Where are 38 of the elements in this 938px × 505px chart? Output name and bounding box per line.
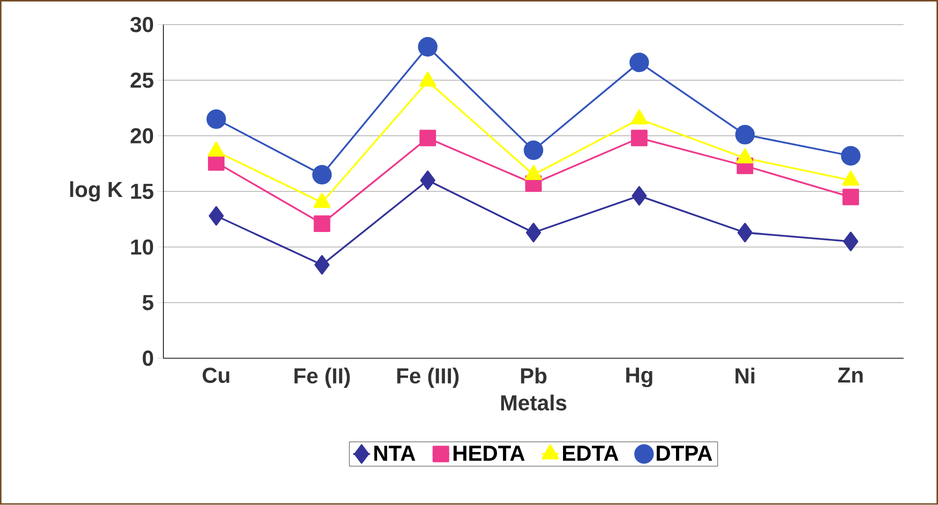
legend-label: HEDTA: [454, 446, 525, 461]
y-tick-label: 25: [130, 72, 154, 88]
point: [524, 140, 544, 160]
x-tick-label: Cu: [202, 368, 230, 384]
legend-label: NTA: [374, 446, 416, 461]
point: [418, 37, 438, 57]
y-tick-label: 15: [131, 184, 154, 200]
legend-label: EDTA: [563, 446, 618, 461]
point: [206, 109, 226, 129]
x-tick-label: Zn: [838, 368, 863, 383]
y-tick-label: 10: [131, 239, 154, 255]
y-tick-label: 0: [142, 350, 154, 366]
x-tick-label: Ni: [736, 368, 754, 384]
point: [840, 146, 860, 166]
point: [629, 52, 649, 72]
point: [314, 215, 330, 232]
point: [208, 206, 224, 226]
y-tick-label: 5: [142, 295, 154, 310]
point: [419, 130, 436, 146]
point: [630, 130, 648, 146]
x-tick-label: Pb: [521, 368, 546, 384]
point: [737, 222, 753, 242]
y-tick-label: 30: [130, 16, 154, 32]
point: [312, 165, 332, 185]
point: [632, 186, 647, 206]
point: [843, 232, 858, 252]
x-tick-label: Fe (II): [294, 368, 350, 388]
legend-label: DTPA: [656, 446, 712, 461]
point: [314, 255, 330, 275]
x-tick-label: Hg: [626, 368, 652, 388]
y-tick-label: 20: [130, 128, 154, 144]
point: [526, 222, 542, 242]
x-axis-title: Metals: [501, 394, 566, 411]
point: [420, 170, 436, 190]
x-tick-label: Fe (III): [397, 368, 459, 388]
point: [735, 125, 755, 145]
y-axis-title: log K: [70, 181, 123, 202]
point: [842, 188, 860, 206]
